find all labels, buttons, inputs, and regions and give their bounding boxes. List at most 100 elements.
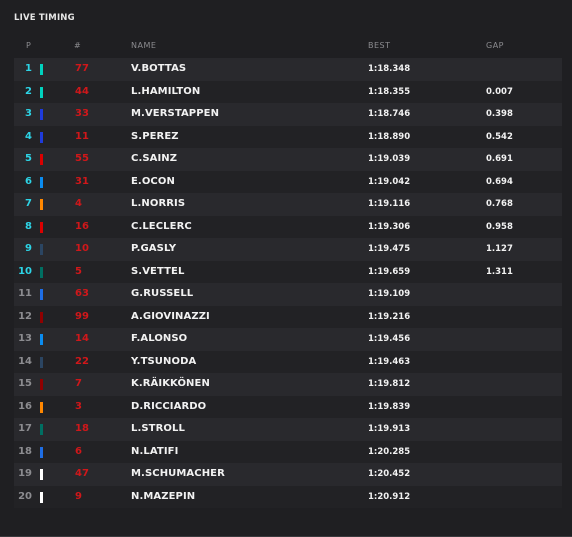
table-row[interactable]: 20 9 N.MAZEPIN 1:20.912 [14,485,562,508]
best-time-cell: 1:20.452 [368,469,411,479]
driver-name-cell: Y.TSUNODA [131,355,197,367]
car-number-cell: 6 [75,445,82,457]
table-row[interactable]: 7 4 L.NORRIS 1:19.116 0.768 [14,193,562,216]
driver-name-cell: N.MAZEPIN [131,490,196,502]
table-row[interactable]: 3 33 M.VERSTAPPEN 1:18.746 0.398 [14,103,562,126]
table-row[interactable]: 17 18 L.STROLL 1:19.913 [14,418,562,441]
panel-title: LIVE TIMING [14,13,75,23]
car-number-cell: 10 [75,243,89,254]
team-color-bar [40,491,43,503]
team-color-bar [40,176,43,188]
team-color-bar [40,334,43,345]
car-number-cell: 5 [75,265,82,277]
best-time-cell: 1:20.912 [368,491,411,502]
table-row[interactable]: 18 6 N.LATIFI 1:20.285 [14,440,562,463]
column-header-gap: GAP [486,41,504,50]
best-time-cell: 1:19.456 [368,334,411,344]
column-header-name: NAME [131,41,157,50]
car-number-cell: 3 [75,400,82,412]
gap-cell: 0.398 [486,109,513,119]
best-time-cell: 1:19.913 [368,424,411,434]
car-number-cell: 31 [75,175,89,187]
car-number-cell: 55 [75,153,89,164]
position-cell: 10 [18,265,32,277]
car-number-cell: 77 [75,63,89,74]
table-row[interactable]: 11 63 G.RUSSELL 1:19.109 [14,283,562,306]
best-time-cell: 1:19.039 [368,154,411,164]
car-number-cell: 33 [75,108,89,119]
driver-name-cell: P.GASLY [131,243,177,254]
table-row[interactable]: 19 47 M.SCHUMACHER 1:20.452 [14,463,562,486]
table-row[interactable]: 16 3 D.RICCIARDO 1:19.839 [14,395,562,418]
best-time-cell: 1:19.839 [368,401,411,412]
table-row[interactable]: 6 31 E.OCON 1:19.042 0.694 [14,170,562,193]
driver-name-cell: L.NORRIS [131,198,186,209]
best-time-cell: 1:18.355 [368,86,411,97]
driver-name-cell: F.ALONSO [131,333,188,344]
table-row[interactable]: 5 55 C.SAINZ 1:19.039 0.691 [14,148,562,171]
driver-name-cell: M.SCHUMACHER [131,468,225,479]
driver-name-cell: M.VERSTAPPEN [131,108,220,119]
position-cell: 5 [25,153,32,164]
car-number-cell: 11 [75,130,89,142]
driver-name-cell: V.BOTTAS [131,63,187,74]
position-cell: 18 [18,445,32,457]
car-number-cell: 99 [75,310,89,322]
column-header-number: # [74,41,82,50]
car-number-cell: 4 [75,198,82,209]
driver-name-cell: D.RICCIARDO [131,400,207,412]
column-header-best: BEST [368,41,391,50]
team-color-bar [40,289,43,300]
table-row[interactable]: 14 22 Y.TSUNODA 1:19.463 [14,350,562,373]
driver-name-cell: C.SAINZ [131,153,178,164]
team-color-bar [40,356,43,368]
table-row[interactable]: 1 77 V.BOTTAS 1:18.348 [14,58,562,81]
team-color-bar [40,109,43,120]
table-row[interactable]: 12 99 A.GIOVINAZZI 1:19.216 [14,305,562,328]
table-row[interactable]: 4 11 S.PEREZ 1:18.890 0.542 [14,125,562,148]
team-color-bar [40,401,43,413]
best-time-cell: 1:19.042 [368,176,411,187]
team-color-bar [40,154,43,165]
best-time-cell: 1:19.659 [368,266,411,277]
team-color-bar [40,64,43,75]
gap-cell: 0.958 [486,221,513,232]
driver-name-cell: L.HAMILTON [131,85,201,97]
car-number-cell: 47 [75,468,89,479]
position-cell: 16 [18,400,32,412]
gap-cell: 1.311 [486,266,513,277]
driver-name-cell: K.RÄIKKÖNEN [131,378,210,389]
position-cell: 11 [18,288,32,299]
car-number-cell: 44 [75,85,89,97]
table-row[interactable]: 13 14 F.ALONSO 1:19.456 [14,328,562,351]
car-number-cell: 16 [75,220,89,232]
gap-cell: 0.542 [486,131,513,142]
table-header: P # NAME BEST GAP [14,41,562,53]
table-row[interactable]: 10 5 S.VETTEL 1:19.659 1.311 [14,260,562,283]
gap-cell: 0.007 [486,86,513,97]
table-row[interactable]: 2 44 L.HAMILTON 1:18.355 0.007 [14,80,562,103]
position-cell: 6 [25,175,32,187]
position-cell: 19 [18,468,32,479]
team-color-bar [40,266,43,278]
position-cell: 7 [25,198,32,209]
driver-name-cell: G.RUSSELL [131,288,194,299]
team-color-bar [40,221,43,233]
driver-name-cell: E.OCON [131,175,175,187]
position-cell: 3 [25,108,32,119]
gap-cell: 0.691 [486,154,513,164]
driver-name-cell: S.VETTEL [131,265,185,277]
gap-cell: 1.127 [486,244,513,254]
position-cell: 14 [18,355,32,367]
table-row[interactable]: 15 7 K.RÄIKKÖNEN 1:19.812 [14,373,562,396]
table-row[interactable]: 9 10 P.GASLY 1:19.475 1.127 [14,238,562,261]
team-color-bar [40,199,43,210]
best-time-cell: 1:20.285 [368,446,411,457]
best-time-cell: 1:19.812 [368,379,411,389]
best-time-cell: 1:19.306 [368,221,411,232]
team-color-bar [40,446,43,458]
position-cell: 15 [18,378,32,389]
team-color-bar [40,311,43,323]
table-row[interactable]: 8 16 C.LECLERC 1:19.306 0.958 [14,215,562,238]
best-time-cell: 1:19.116 [368,199,411,209]
